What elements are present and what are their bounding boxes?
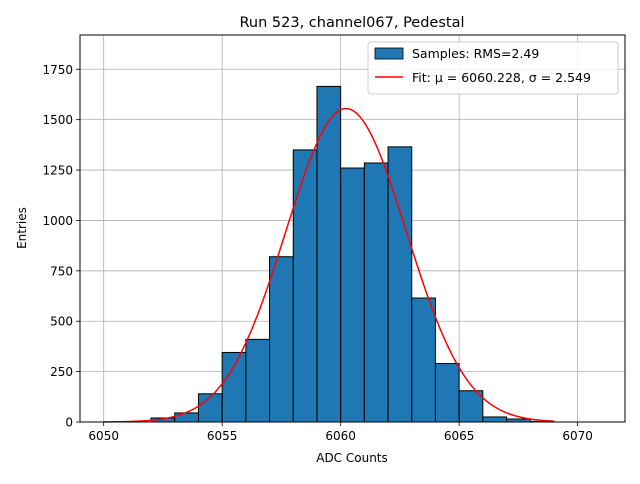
- legend-label-fit: Fit: μ = 6060.228, σ = 2.549: [412, 70, 591, 85]
- y-tick-label: 500: [50, 315, 73, 329]
- histogram-bar: [411, 297, 436, 423]
- y-tick-label: 1250: [42, 164, 73, 178]
- x-tick-label: 6060: [325, 429, 356, 443]
- y-axis-ticks: 0 250 500 750 1000 1250 1500 1750: [42, 63, 80, 430]
- x-tick-label: 6055: [207, 429, 238, 443]
- histogram-bar: [221, 351, 247, 423]
- y-tick-label: 1750: [42, 63, 73, 77]
- y-tick-label: 250: [50, 365, 73, 379]
- legend-label-histogram: Samples: RMS=2.49: [412, 46, 539, 61]
- histogram-bar: [434, 363, 460, 423]
- y-axis-label: Entries: [15, 207, 29, 249]
- histogram-bar: [363, 162, 389, 423]
- x-tick-label: 6070: [562, 429, 593, 443]
- histogram-bar: [245, 338, 271, 423]
- histogram-bar: [174, 412, 199, 423]
- x-tick-label: 6050: [88, 429, 119, 443]
- chart-title: Run 523, channel067, Pedestal: [239, 15, 464, 31]
- histogram-bar: [482, 416, 508, 423]
- y-tick-label: 1500: [42, 113, 73, 127]
- histogram-bar: [292, 149, 318, 423]
- x-tick-label: 6065: [444, 429, 475, 443]
- histogram-bar: [340, 167, 365, 423]
- legend: Samples: RMS=2.49 Fit: μ = 6060.228, σ =…: [367, 41, 619, 95]
- x-axis-label: ADC Counts: [316, 451, 388, 465]
- histogram-bar: [197, 393, 223, 423]
- histogram-bars: [150, 85, 555, 423]
- x-axis-ticks: 6050 6055 6060 6065 6070: [88, 422, 593, 443]
- histogram-bar: [269, 256, 294, 423]
- gaussian-fit-line: [103, 107, 554, 423]
- legend-swatch-histogram: [374, 47, 404, 60]
- y-tick-label: 1000: [42, 214, 73, 228]
- plot-frame: [79, 34, 626, 423]
- y-tick-label: 750: [50, 264, 73, 278]
- y-tick-label: 0: [65, 416, 73, 430]
